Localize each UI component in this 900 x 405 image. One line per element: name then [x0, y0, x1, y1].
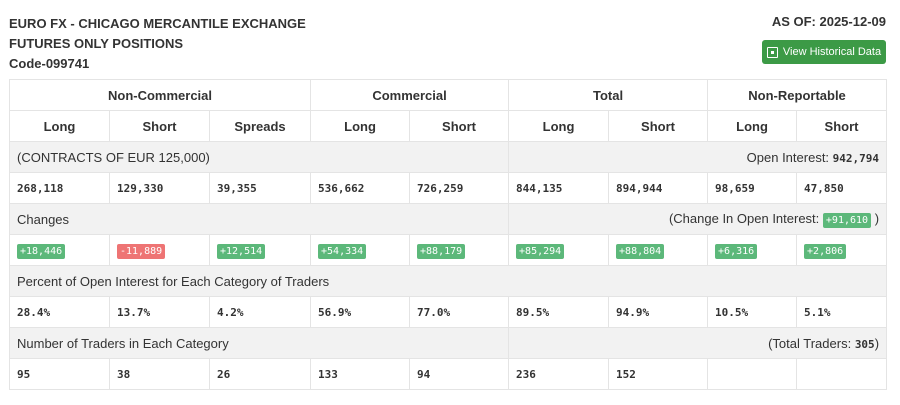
changes-label: Changes [8, 203, 510, 235]
group-header-row: Non-Commercial Commercial Total Non-Repo… [8, 79, 888, 111]
report-title: EURO FX - CHICAGO MERCANTILE EXCHANGE [9, 16, 306, 31]
change-oi-close: ) [874, 210, 880, 226]
change-badge: +18,446 [17, 243, 66, 259]
total-traders-label: (Total Traders: [768, 335, 852, 351]
change-oi-badge: +91,610 [822, 212, 872, 228]
traders-cell: 38 [109, 358, 210, 390]
changes-cell: +6,316 [707, 234, 798, 266]
column-header: Long [9, 110, 110, 142]
calendar-icon [766, 46, 778, 58]
change-badge: +2,806 [804, 243, 847, 259]
traders-cell: 236 [508, 358, 610, 390]
change-badge: +85,294 [516, 243, 565, 259]
column-header-row: Long Short Spreads Long Short Long Short Long Sh… [9, 110, 888, 142]
changes-cell: +18,446 [9, 234, 110, 266]
group-non-reportable: Non-Reportable [707, 79, 888, 111]
traders-cell: 152 [608, 358, 709, 390]
contracts-cell: 268,118 [9, 172, 110, 204]
report-code: Code-099741 [9, 56, 90, 71]
percent-cell: 94.9% [608, 296, 709, 328]
total-traders-value: 305 [854, 337, 875, 351]
column-header: Long [508, 110, 610, 142]
contracts-cell: 726,259 [409, 172, 510, 204]
contracts-label-row: (CONTRACTS OF EUR 125,000) Open Interest… [8, 141, 888, 173]
percent-cell: 77.0% [409, 296, 510, 328]
column-header: Short [409, 110, 510, 142]
view-historical-data-button[interactable]: View Historical Data [762, 40, 886, 64]
percent-cell: 56.9% [310, 296, 411, 328]
changes-label-row: Changes (Change In Open Interest: +91,61… [8, 203, 888, 235]
report-subtitle: FUTURES ONLY POSITIONS [9, 36, 184, 51]
cot-table: Non-Commercial Commercial Total Non-Repo… [8, 79, 888, 390]
total-traders-close: ) [874, 335, 880, 351]
percent-cell: 10.5% [707, 296, 798, 328]
button-label: View Historical Data [782, 46, 882, 58]
total-traders: (Total Traders: 305) [508, 327, 888, 359]
group-non-commercial: Non-Commercial [8, 79, 312, 111]
percent-cell: 28.4% [9, 296, 110, 328]
report-header: EURO FX - CHICAGO MERCANTILE EXCHANGE FU… [9, 14, 306, 74]
column-header: Short [796, 110, 888, 142]
traders-cell [796, 358, 888, 390]
traders-label: Number of Traders in Each Category [8, 327, 510, 359]
traders-cell: 26 [208, 358, 312, 390]
column-header: Short [109, 110, 210, 142]
change-badge: +54,334 [318, 243, 367, 259]
change-badge: +88,804 [616, 243, 665, 259]
change-badge: +12,514 [217, 243, 266, 259]
column-header: Long [310, 110, 411, 142]
percent-cell: 4.2% [208, 296, 312, 328]
column-header: Short [608, 110, 709, 142]
open-interest: Open Interest: 942,794 [508, 141, 888, 173]
percent-label-row: Percent of Open Interest for Each Catego… [8, 265, 888, 297]
as-of-date: AS OF: 2025-12-09 [771, 14, 886, 29]
changes-cell: +2,806 [796, 234, 888, 266]
change-open-interest: (Change In Open Interest: +91,610 ) [508, 203, 888, 235]
traders-row: 95 38 26 133 94 236 152 [9, 358, 888, 390]
change-oi-label: (Change In Open Interest: [668, 210, 820, 226]
changes-cell: +54,334 [310, 234, 411, 266]
changes-row: +18,446 -11,889 +12,514 +54,334 +88,179 +85,2… [9, 234, 888, 266]
percent-label: Percent of Open Interest for Each Catego… [8, 265, 888, 297]
percent-cell: 5.1% [796, 296, 888, 328]
contracts-row: 268,118 129,330 39,355 536,662 726,259 844,13… [9, 172, 888, 204]
percent-cell: 89.5% [508, 296, 610, 328]
changes-cell: -11,889 [109, 234, 210, 266]
contracts-cell: 536,662 [310, 172, 411, 204]
contracts-label: (CONTRACTS OF EUR 125,000) [8, 141, 510, 173]
traders-cell: 94 [409, 358, 510, 390]
column-header: Long [707, 110, 798, 142]
percent-row: 28.4% 13.7% 4.2% 56.9% 77.0% 89.5% 94.9% 10.5% 5… [9, 296, 888, 328]
changes-cell: +85,294 [508, 234, 610, 266]
open-interest-value: 942,794 [832, 151, 880, 165]
column-header: Spreads [208, 110, 312, 142]
contracts-cell: 844,135 [508, 172, 610, 204]
changes-cell: +12,514 [208, 234, 312, 266]
changes-cell: +88,804 [608, 234, 709, 266]
open-interest-label: Open Interest: [746, 149, 830, 165]
traders-cell: 95 [9, 358, 110, 390]
percent-cell: 13.7% [109, 296, 210, 328]
group-total: Total [508, 79, 709, 111]
change-badge: -11,889 [117, 243, 166, 259]
traders-cell [707, 358, 798, 390]
change-badge: +6,316 [715, 243, 758, 259]
contracts-cell: 98,659 [707, 172, 798, 204]
contracts-cell: 47,850 [796, 172, 888, 204]
changes-cell: +88,179 [409, 234, 510, 266]
group-commercial: Commercial [310, 79, 510, 111]
contracts-cell: 894,944 [608, 172, 709, 204]
contracts-cell: 39,355 [208, 172, 312, 204]
change-badge: +88,179 [417, 243, 466, 259]
traders-label-row: Number of Traders in Each Category (Tota… [8, 327, 888, 359]
contracts-cell: 129,330 [109, 172, 210, 204]
traders-cell: 133 [310, 358, 411, 390]
